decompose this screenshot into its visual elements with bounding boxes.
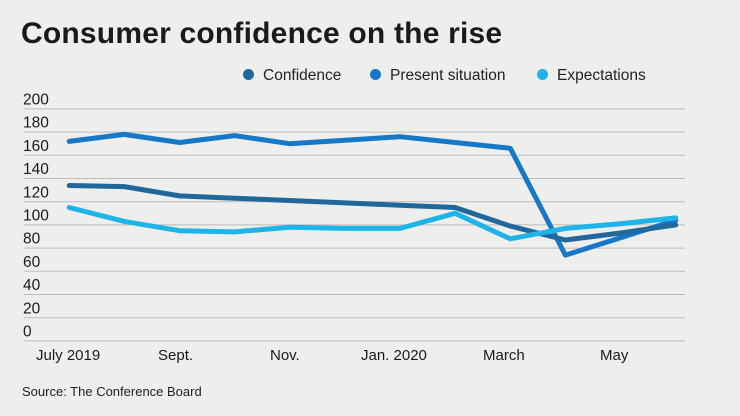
svg-text:July 2019: July 2019 [36,347,100,364]
svg-text:Jan. 2020: Jan. 2020 [361,347,427,364]
svg-text:100: 100 [23,208,49,225]
svg-text:60: 60 [23,254,41,271]
svg-text:Sept.: Sept. [158,347,193,364]
svg-text:140: 140 [23,161,49,178]
svg-text:20: 20 [23,300,41,317]
svg-text:80: 80 [23,231,41,248]
svg-text:May: May [600,347,629,364]
svg-text:200: 200 [23,92,49,109]
svg-text:March: March [483,347,525,364]
svg-text:40: 40 [23,277,41,294]
svg-text:0: 0 [23,324,32,341]
svg-text:Nov.: Nov. [270,347,300,364]
svg-text:160: 160 [23,138,49,155]
svg-text:120: 120 [23,184,49,201]
svg-text:180: 180 [23,115,49,132]
